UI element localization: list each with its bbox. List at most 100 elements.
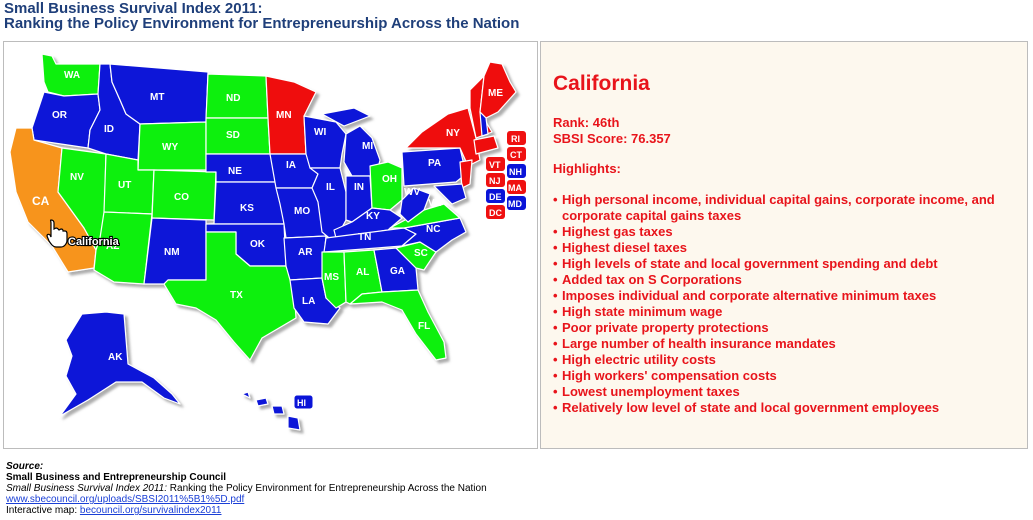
- state-il[interactable]: [309, 167, 347, 243]
- publication-subtitle: Ranking the Policy Environment for Entre…: [167, 483, 487, 494]
- badge-ri-label: RI: [511, 134, 520, 144]
- page-title: Small Business Survival Index 2011: Rank…: [4, 1, 519, 31]
- label-ak: AK: [108, 352, 123, 363]
- label-mn: MN: [276, 110, 292, 121]
- badge-ri[interactable]: [507, 131, 526, 145]
- highlight-item: • Relatively low level of state and local…: [553, 400, 1027, 416]
- label-wy: WY: [162, 142, 178, 153]
- label-mo: MO: [294, 206, 310, 217]
- highlights-label: Highlights:: [553, 161, 621, 176]
- state-ne[interactable]: [205, 153, 279, 183]
- interactive-map-link[interactable]: becouncil.org/survivalindex2011: [79, 505, 222, 516]
- label-ia: IA: [286, 160, 296, 171]
- label-ky: KY: [366, 211, 380, 222]
- badge-md[interactable]: [507, 196, 526, 210]
- us-map: WA OR CA NV ID MT WY UT AZ CO NM ND SD N…: [9, 53, 526, 431]
- source-block: Source: Small Business and Entrepreneurs…: [6, 461, 487, 516]
- highlight-text: Large number of health insurance mandate…: [562, 336, 836, 351]
- highlight-item: • Highest gas taxes: [553, 224, 1027, 240]
- source-pdf-link[interactable]: www.sbecouncil.org/uploads/SBSI2011%5B1%…: [6, 494, 245, 505]
- bullet: •: [553, 336, 558, 351]
- source-heading: Source:: [6, 461, 44, 472]
- sbsi-score: SBSI Score: 76.357: [553, 131, 671, 146]
- label-pa: PA: [428, 158, 441, 169]
- label-ga: GA: [390, 266, 405, 277]
- state-wv[interactable]: [399, 187, 431, 223]
- highlight-text: Highest diesel taxes: [562, 240, 687, 255]
- label-or: OR: [52, 110, 68, 121]
- highlight-text: Relatively low level of state and local …: [562, 400, 940, 415]
- badge-de-label: DE: [489, 192, 502, 202]
- badge-dc[interactable]: [486, 205, 505, 219]
- label-mt: MT: [150, 92, 164, 103]
- highlight-item: • Imposes individual and corporate altern…: [553, 288, 1027, 304]
- state-wi[interactable]: [303, 115, 347, 169]
- highlight-text: High personal income, individual capital…: [562, 192, 995, 223]
- interactive-map-label: Interactive map:: [6, 505, 80, 516]
- state-ri-ct[interactable]: [473, 135, 499, 155]
- state-fl[interactable]: [349, 289, 447, 361]
- badge-nj[interactable]: [486, 173, 505, 187]
- label-tx: TX: [230, 290, 243, 301]
- bullet: •: [553, 224, 558, 239]
- label-wi: WI: [314, 127, 326, 138]
- us-map-panel: WA OR CA NV ID MT WY UT AZ CO NM ND SD N…: [3, 41, 538, 449]
- badge-nj-label: NJ: [489, 176, 501, 186]
- label-ca: CA: [32, 194, 50, 208]
- highlight-item: • Highest diesel taxes: [553, 240, 1027, 256]
- label-az: AZ: [106, 241, 119, 252]
- highlight-text: High workers' compensation costs: [562, 368, 777, 383]
- bullet: •: [553, 320, 558, 335]
- label-me: ME: [488, 88, 503, 99]
- label-nm: NM: [164, 247, 180, 258]
- badge-ma[interactable]: [507, 180, 526, 194]
- highlight-text: High state minimum wage: [562, 304, 723, 319]
- label-il: IL: [326, 182, 335, 193]
- state-nh[interactable]: [479, 111, 489, 137]
- map-hover-label: California: [68, 236, 120, 248]
- state-ak[interactable]: [59, 311, 181, 417]
- label-sc: SC: [414, 248, 428, 259]
- label-oh: OH: [382, 174, 397, 185]
- badge-de[interactable]: [486, 189, 505, 203]
- bullet: •: [553, 368, 558, 383]
- highlight-text: Imposes individual and corporate alterna…: [562, 288, 937, 303]
- badge-vt[interactable]: [486, 157, 505, 171]
- state-oh[interactable]: [369, 161, 403, 211]
- label-wa: WA: [64, 70, 80, 81]
- label-al: AL: [356, 267, 369, 278]
- state-tx[interactable]: [163, 231, 297, 361]
- label-ok: OK: [250, 239, 266, 250]
- state-hi[interactable]: [241, 391, 301, 431]
- badge-nh[interactable]: [507, 164, 526, 178]
- state-name: California: [553, 72, 650, 95]
- publication-title: Small Business Survival Index 2011:: [6, 483, 168, 494]
- label-ms: MS: [324, 272, 339, 283]
- badge-hi[interactable]: [293, 394, 314, 410]
- state-details-panel: California Rank: 46th SBSI Score: 76.357…: [540, 41, 1028, 449]
- source-org: Small Business and Entrepreneurship Coun…: [6, 472, 227, 483]
- bullet: •: [553, 304, 558, 319]
- badge-ct[interactable]: [507, 147, 526, 161]
- bullet: •: [553, 288, 558, 303]
- bullet: •: [553, 256, 558, 271]
- state-ar[interactable]: [283, 235, 327, 281]
- state-az[interactable]: [93, 211, 153, 285]
- state-nc[interactable]: [401, 217, 467, 253]
- label-ar: AR: [298, 247, 313, 258]
- label-la: LA: [302, 296, 315, 307]
- highlight-item: • Lowest unemployment taxes: [553, 384, 1027, 400]
- highlight-text: Added tax on S Corporations: [562, 272, 742, 287]
- source-link-row: www.sbecouncil.org/uploads/SBSI2011%5B1%…: [6, 494, 487, 505]
- highlight-text: Lowest unemployment taxes: [562, 384, 740, 399]
- source-publication: Small Business Survival Index 2011: Rank…: [6, 483, 487, 494]
- badge-hi-label: HI: [297, 398, 306, 408]
- badge-md-label: MD: [508, 199, 522, 209]
- highlight-item: • High personal income, individual capita…: [553, 192, 1027, 224]
- highlight-text: Poor private property protections: [562, 320, 769, 335]
- badge-nh-label: NH: [509, 167, 522, 177]
- label-sd: SD: [226, 130, 240, 141]
- state-md-de[interactable]: [433, 183, 467, 205]
- state-nj[interactable]: [459, 159, 473, 189]
- label-va: VA: [428, 198, 441, 209]
